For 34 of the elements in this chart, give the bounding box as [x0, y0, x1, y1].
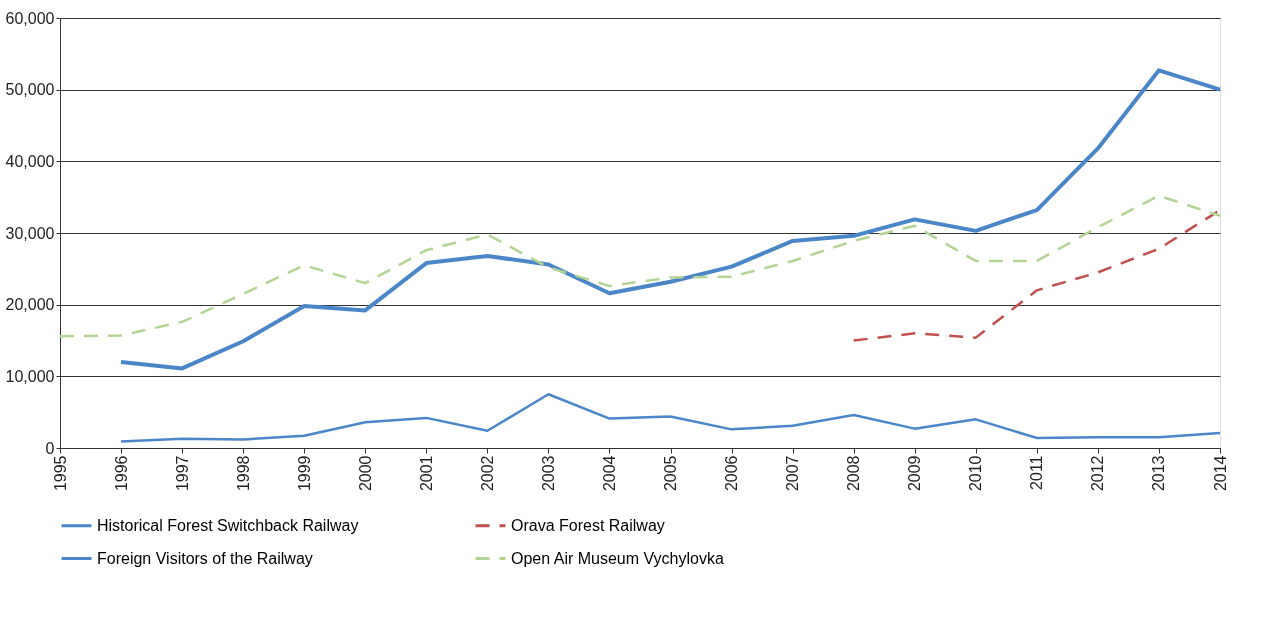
x-tick-label: 2006: [723, 455, 741, 492]
line-series: [119, 68, 1222, 371]
y-tick-label: 30,000: [5, 224, 55, 242]
legend-label: Foreign Visitors of the Railway: [97, 549, 313, 567]
legend-label: Historical Forest Switchback Railway: [97, 516, 359, 534]
x-tick-label: 2010: [967, 455, 985, 492]
x-tick-label: 2008: [845, 455, 863, 492]
x-tick-label: 2002: [478, 455, 496, 492]
y-tick-label: 50,000: [5, 81, 55, 99]
legend-label: Orava Forest Railway: [511, 516, 665, 534]
y-tick-label: 0: [45, 439, 55, 457]
y-tick-label: 20,000: [5, 296, 55, 314]
x-tick-label: 2013: [1150, 455, 1168, 492]
x-tick-label: 1997: [173, 455, 191, 492]
y-tick-label: 10,000: [5, 367, 55, 385]
x-tick-label: 2003: [539, 455, 557, 492]
x-tick-label: 1996: [112, 455, 130, 492]
x-tick-label: 2001: [417, 455, 435, 492]
line-series: [58, 194, 1222, 338]
x-tick-label: 2012: [1089, 455, 1107, 492]
x-tick-label: 2011: [1028, 455, 1046, 490]
x-tick-label: 1995: [51, 455, 69, 492]
line-series: [119, 393, 1222, 443]
x-tick-label: 1999: [295, 455, 313, 492]
x-tick-label: 2004: [600, 455, 618, 492]
x-tick-label: 2014: [1211, 455, 1229, 492]
x-tick-label: 2009: [906, 455, 924, 492]
x-tick-label: 2000: [356, 455, 374, 492]
y-tick-label: 60,000: [5, 9, 55, 27]
legend-label: Open Air Museum Vychylovka: [511, 549, 724, 567]
y-tick-label: 40,000: [5, 152, 55, 170]
x-tick-label: 2007: [784, 455, 802, 492]
x-tick-label: 2005: [662, 455, 680, 492]
x-tick-label: 1998: [234, 455, 252, 492]
